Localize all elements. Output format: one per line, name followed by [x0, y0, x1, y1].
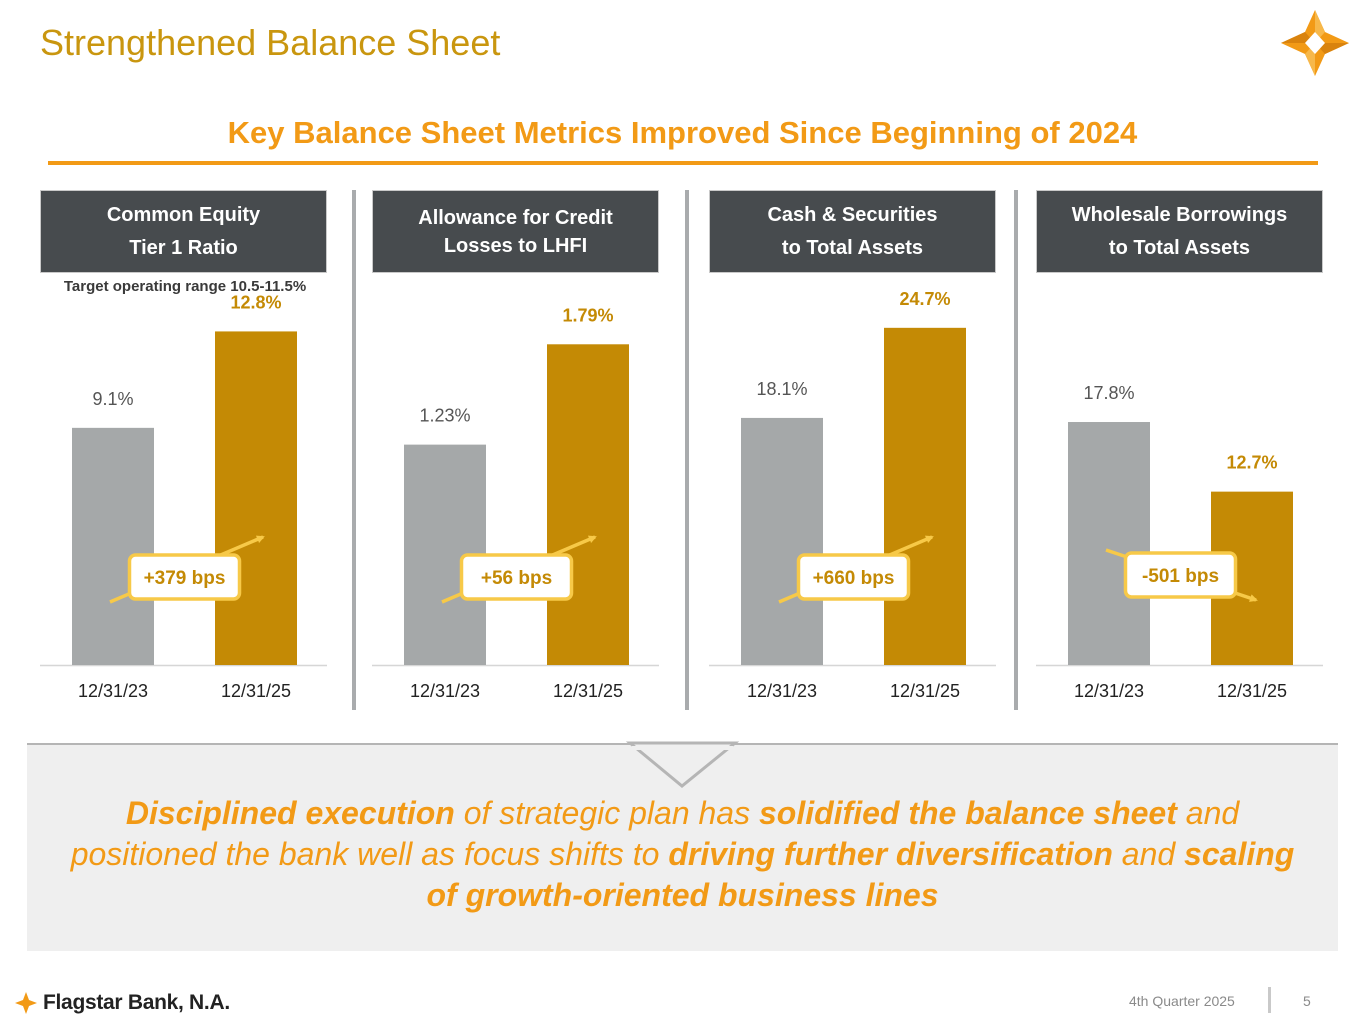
- x-tick-label: 12/31/23: [747, 681, 817, 701]
- caption-bold: driving further diversification: [668, 836, 1113, 872]
- bar-value-label: 1.79%: [562, 305, 613, 325]
- change-badge: [459, 553, 574, 601]
- x-tick-label: 12/31/25: [890, 681, 960, 701]
- caption-bold: Disciplined execution: [125, 795, 455, 831]
- section-subtitle: Key Balance Sheet Metrics Improved Since…: [227, 115, 1138, 150]
- panel-divider: [685, 190, 689, 710]
- caption-text: Disciplined execution of strategic plan …: [60, 793, 1305, 916]
- x-tick-label: 12/31/25: [553, 681, 623, 701]
- change-badge-label: +660 bps: [813, 568, 895, 589]
- panel-header-cash-securities: Cash & Securities to Total Assets: [709, 190, 996, 273]
- panel-header-line2: Losses to LHFI: [443, 234, 588, 257]
- change-badge: [127, 553, 242, 601]
- panel-header-line1: Allowance for Credit: [418, 206, 613, 229]
- flagstar-star-small-icon: [15, 992, 37, 1014]
- panel-header-line1: Cash & Securities: [767, 203, 938, 226]
- bar-current: [215, 331, 297, 665]
- bar-value-label: 1.23%: [419, 406, 470, 426]
- bar-value-label: 24.7%: [899, 289, 950, 309]
- panel-header-line2: to Total Assets: [1108, 236, 1251, 259]
- x-tick-label: 12/31/23: [78, 681, 148, 701]
- x-tick-label: 12/31/25: [1217, 681, 1287, 701]
- bar-value-label: 17.8%: [1083, 383, 1134, 403]
- footer-brand: Flagstar Bank, N.A.: [43, 991, 230, 1014]
- caption-plain: of strategic plan has: [454, 795, 759, 831]
- panel-divider: [1014, 190, 1018, 710]
- x-tick-label: 12/31/23: [1074, 681, 1144, 701]
- panel-header-line2: to Total Assets: [781, 236, 924, 259]
- target-range-note: Target operating range 10.5-11.5%: [63, 278, 307, 295]
- bar-value-label: 12.8%: [230, 292, 281, 312]
- flagstar-star-logo-icon: [1281, 10, 1349, 76]
- change-badge: [1123, 551, 1238, 599]
- caption-plain: and: [1112, 836, 1185, 872]
- x-tick-label: 12/31/23: [410, 681, 480, 701]
- change-badge: [796, 553, 911, 601]
- footer-divider: [1268, 987, 1271, 1013]
- panel-header-cet1: Common Equity Tier 1 Ratio: [40, 190, 327, 273]
- caption-bold: scaling of growth-oriented business line…: [426, 836, 1295, 913]
- footer-logo: Flagstar Bank, N.A.: [15, 990, 230, 1016]
- bar-prior: [72, 427, 154, 665]
- page-number: 5: [1303, 993, 1311, 1009]
- caption-plain: and positioned the bank well as focus sh…: [70, 795, 1240, 872]
- bar-value-label: 18.1%: [756, 379, 807, 399]
- page-title: Strengthened Balance Sheet: [40, 22, 501, 63]
- change-badge-label: +56 bps: [481, 568, 552, 589]
- caption-bold: solidified the balance sheet: [758, 795, 1177, 831]
- subtitle-divider: [48, 161, 1318, 165]
- bar-current: [547, 344, 629, 665]
- bar-prior: [1068, 422, 1150, 665]
- panel-header-wholesale-borrowings: Wholesale Borrowings to Total Assets: [1036, 190, 1323, 273]
- bar-current: [884, 327, 966, 665]
- bar-value-label: 9.1%: [92, 389, 133, 409]
- x-tick-label: 12/31/25: [221, 681, 291, 701]
- bar-prior: [741, 417, 823, 665]
- panel-header-acl: Allowance for Credit Losses to LHFI: [372, 190, 659, 273]
- bar-value-label: 12.7%: [1226, 453, 1277, 473]
- panel-header-line1: Common Equity: [106, 203, 261, 226]
- panel-header-line2: Tier 1 Ratio: [129, 236, 238, 259]
- footer-quarter: 4th Quarter 2025: [1129, 993, 1235, 1009]
- change-badge-label: +379 bps: [144, 568, 226, 589]
- change-badge-label: -501 bps: [1142, 566, 1219, 587]
- panel-divider: [352, 190, 356, 710]
- panel-header-line1: Wholesale Borrowings: [1071, 203, 1288, 226]
